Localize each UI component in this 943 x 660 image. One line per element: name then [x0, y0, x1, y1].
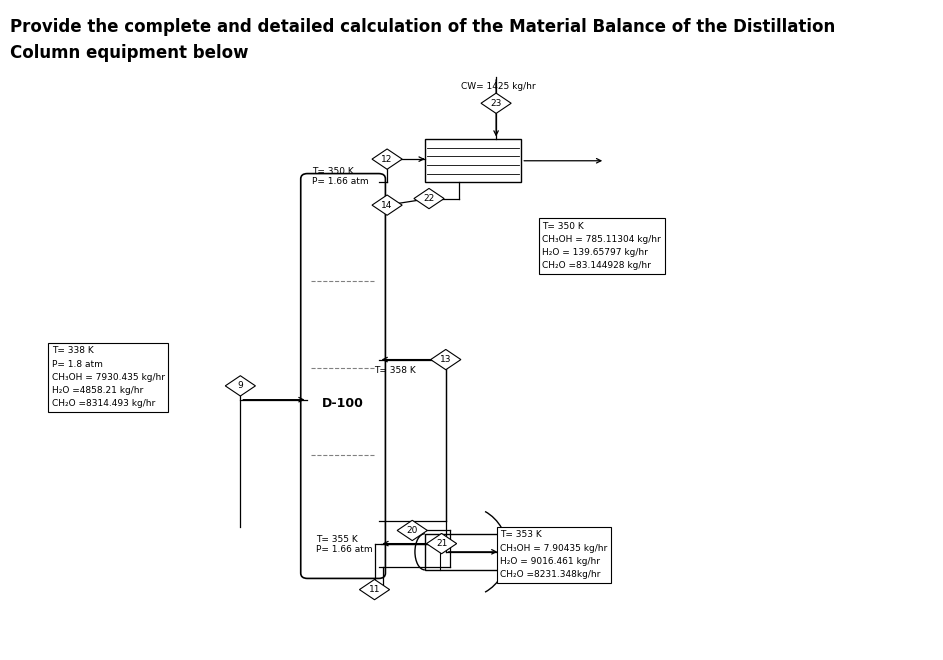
Text: T= 355 K
P= 1.66 atm: T= 355 K P= 1.66 atm	[316, 535, 372, 554]
Text: 20: 20	[406, 526, 418, 535]
Text: T= 350 K
CH₃OH = 785.11304 kg/hr
H₂O = 139.65797 kg/hr
CH₂O =83.144928 kg/hr: T= 350 K CH₃OH = 785.11304 kg/hr H₂O = 1…	[542, 222, 661, 270]
Text: Column equipment below: Column equipment below	[9, 44, 248, 62]
Polygon shape	[359, 579, 389, 600]
Text: 23: 23	[490, 99, 502, 108]
Text: T= 358 K: T= 358 K	[374, 366, 416, 376]
Polygon shape	[426, 533, 456, 554]
Bar	[425, 139, 521, 182]
Text: T= 338 K
P= 1.8 atm
CH₃OH = 7930.435 kg/hr
H₂O =4858.21 kg/hr
CH₂O =8314.493 kg/: T= 338 K P= 1.8 atm CH₃OH = 7930.435 kg/…	[52, 346, 165, 409]
Text: 13: 13	[440, 355, 452, 364]
Polygon shape	[397, 520, 427, 541]
Text: CW= 1425 kg/hr: CW= 1425 kg/hr	[461, 82, 536, 91]
Polygon shape	[372, 149, 402, 169]
Text: T= 353 K
CH₃OH = 7.90435 kg/hr
H₂O = 9016.461 kg/hr
CH₂O =8231.348kg/hr: T= 353 K CH₃OH = 7.90435 kg/hr H₂O = 901…	[501, 531, 607, 579]
Text: 22: 22	[423, 194, 435, 203]
Text: 11: 11	[369, 585, 380, 594]
Bar	[425, 534, 501, 570]
Text: T= 350 K
P= 1.66 atm: T= 350 K P= 1.66 atm	[311, 167, 369, 186]
Polygon shape	[372, 195, 402, 215]
Polygon shape	[431, 349, 461, 370]
Polygon shape	[414, 188, 444, 209]
Text: 9: 9	[238, 381, 243, 390]
Text: 21: 21	[436, 539, 447, 548]
Text: 12: 12	[381, 154, 393, 164]
Text: D-100: D-100	[323, 397, 364, 410]
FancyBboxPatch shape	[301, 174, 386, 578]
Text: Provide the complete and detailed calculation of the Material Balance of the Dis: Provide the complete and detailed calcul…	[9, 18, 835, 36]
Polygon shape	[225, 376, 256, 396]
Text: 14: 14	[381, 201, 393, 210]
Polygon shape	[481, 93, 511, 114]
